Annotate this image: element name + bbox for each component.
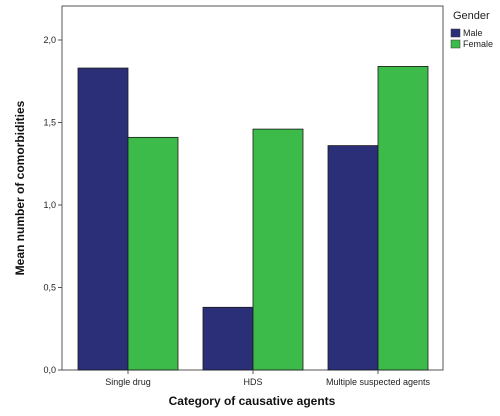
legend-swatch-female — [450, 39, 461, 49]
bar-male-3 — [327, 145, 379, 371]
x-tick-label: HDS — [243, 377, 262, 387]
bars — [77, 66, 429, 371]
legend-swatch-male — [450, 28, 461, 38]
y-tick-label: 0,5 — [43, 283, 56, 293]
y-tick-label: 0,0 — [43, 365, 56, 375]
y-tick-label: 1,0 — [43, 200, 56, 210]
y-tick-label: 2,0 — [43, 35, 56, 45]
bar-female-1 — [127, 136, 179, 371]
y-axis-title: Mean number of comorbidities — [13, 100, 27, 275]
x-tick-label: Multiple suspected agents — [326, 377, 431, 387]
x-axis: Single drug HDS Multiple suspected agents — [105, 370, 431, 387]
y-tick-label: 1,5 — [43, 118, 56, 128]
bar-male-2 — [202, 306, 254, 371]
legend: Gender Male Female — [450, 10, 493, 49]
legend-label-female: Female — [463, 39, 493, 49]
x-axis-title: Category of causative agents — [169, 394, 336, 408]
bar-female-2 — [252, 128, 304, 371]
bar-female-3 — [377, 66, 429, 371]
legend-label-male: Male — [463, 28, 483, 38]
legend-title: Gender — [453, 10, 490, 22]
bar-male-1 — [77, 67, 129, 371]
y-axis: 0,0 0,5 1,0 1,5 2,0 — [43, 35, 62, 375]
x-tick-label: Single drug — [105, 377, 151, 387]
